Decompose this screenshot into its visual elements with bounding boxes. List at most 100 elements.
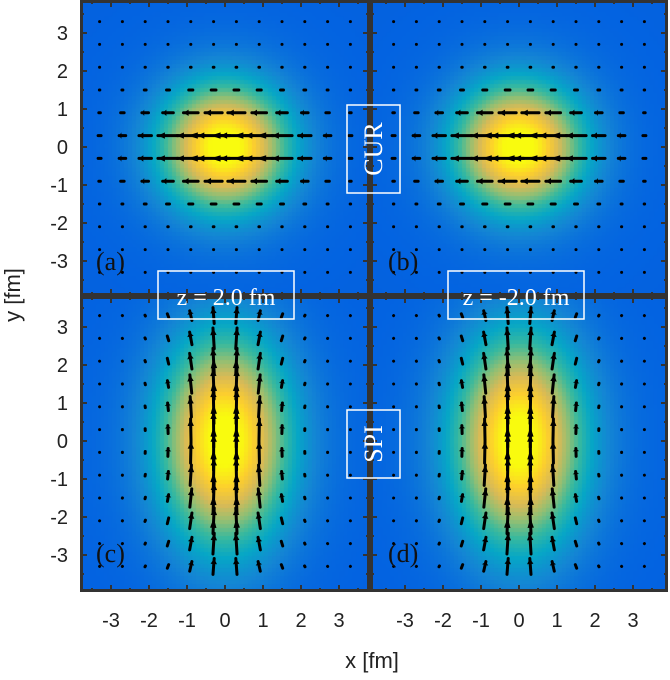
quiver-arrow: [165, 563, 171, 570]
quiver-arrow: [255, 511, 263, 531]
quiver-arrow: [591, 155, 607, 162]
x-tick-label: 0: [219, 610, 230, 632]
quiver-arrow: [156, 132, 180, 139]
quiver-arrow: [279, 516, 285, 526]
y-tick-label: -2: [50, 213, 68, 235]
quiver-arrow: [481, 440, 489, 465]
quiver-arrow: [187, 463, 195, 487]
quiver-arrow: [117, 132, 128, 139]
quiver-arrow: [278, 493, 285, 503]
quiver-arrow: [520, 109, 541, 116]
quiver-arrow: [572, 493, 579, 503]
quiver-arrow: [256, 417, 263, 442]
quiver-arrow: [210, 306, 217, 326]
quiver-arrow: [549, 487, 557, 509]
quiver-arrow: [526, 531, 534, 556]
x-tick-label: 3: [333, 610, 344, 632]
quiver-arrow: [573, 563, 579, 570]
quiver-arrow: [458, 401, 466, 413]
quiver-arrow: [279, 356, 285, 366]
quiver-arrow: [164, 424, 172, 436]
quiver-arrow: [550, 330, 557, 347]
quiver-arrow: [549, 511, 557, 531]
quiver-arrow: [504, 531, 512, 556]
panel-label: (c): [96, 539, 125, 568]
y-tick-label: 1: [57, 393, 68, 415]
quiver-arrow: [481, 511, 489, 531]
quiver-arrow: [137, 132, 153, 139]
quiver-arrow: [164, 379, 171, 389]
quiver-arrow: [161, 178, 175, 185]
quiver-arrow: [573, 334, 579, 343]
quiver-arrow: [279, 334, 285, 343]
y-tick-label: -1: [50, 175, 68, 197]
quiver-arrow: [458, 379, 465, 389]
y-tick-label: 2: [57, 355, 68, 377]
quiver-arrow: [434, 178, 444, 185]
quiver-arrow: [431, 155, 447, 162]
quiver-arrow: [450, 155, 474, 162]
quiver-arrow: [520, 178, 541, 185]
quiver-arrow: [279, 539, 285, 548]
quiver-arrow: [270, 155, 294, 162]
x-tick-label: 1: [551, 610, 562, 632]
quiver-arrow: [550, 395, 557, 419]
quiver-arrow: [549, 440, 557, 465]
quiver-arrow: [549, 535, 556, 552]
quiver-arrow: [203, 109, 224, 116]
quiver-arrow: [504, 506, 512, 536]
x-tick-label: 1: [257, 610, 268, 632]
quiver-arrow: [165, 493, 172, 503]
quiver-arrow: [137, 155, 153, 162]
quiver-arrow: [297, 132, 313, 139]
y-tick-label: -2: [50, 507, 68, 529]
quiver-arrow: [250, 178, 269, 185]
x-axis-label: x [fm]: [345, 648, 399, 673]
quiver-arrow: [549, 463, 557, 487]
quiver-arrow: [564, 132, 588, 139]
quiver-arrow: [226, 109, 247, 116]
quiver-arrow: [322, 132, 333, 139]
x-tick-label: -2: [140, 610, 158, 632]
quiver-arrow: [226, 178, 247, 185]
quiver-arrow: [450, 132, 474, 139]
quiver-arrow: [187, 440, 195, 465]
x-tick-label: 3: [627, 610, 638, 632]
column-label: z = 2.0 fm: [157, 270, 295, 320]
quiver-arrow: [322, 155, 333, 162]
quiver-arrow: [164, 401, 172, 413]
quiver-arrow: [455, 109, 469, 116]
x-tick-label: -2: [434, 610, 452, 632]
quiver-arrow: [256, 373, 263, 395]
quiver-arrow: [278, 401, 286, 413]
quiver-arrow: [210, 531, 218, 556]
quiver-arrow: [156, 155, 180, 162]
quiver-arrow: [275, 178, 289, 185]
quiver-arrow: [187, 373, 194, 395]
quiver-arrow: [459, 356, 465, 366]
quiver-arrow: [188, 535, 195, 552]
quiver-arrow: [481, 463, 489, 487]
density-heatmap-b: [370, 0, 668, 296]
quiver-arrow: [504, 306, 511, 326]
y-tick-label: -1: [50, 469, 68, 491]
quiver-arrow: [300, 109, 310, 116]
y-axis-label: y [fm]: [0, 268, 25, 322]
quiver-arrow: [459, 493, 466, 503]
quiver-arrow: [482, 560, 489, 573]
quiver-arrow: [243, 132, 275, 139]
quiver-arrow: [481, 351, 488, 371]
quiver-arrow: [504, 556, 511, 576]
x-tick-label: -1: [472, 610, 490, 632]
quiver-arrow: [564, 155, 588, 162]
column-label: z = -2.0 fm: [447, 270, 585, 320]
quiver-arrow: [550, 373, 557, 395]
quiver-arrow: [537, 132, 569, 139]
quiver-arrow: [187, 330, 194, 347]
quiver-arrow: [181, 178, 200, 185]
quiver-arrow: [279, 563, 285, 570]
quiver-arrow: [475, 109, 494, 116]
density-heatmap-a: [80, 0, 370, 296]
quiver-arrow: [165, 516, 171, 526]
